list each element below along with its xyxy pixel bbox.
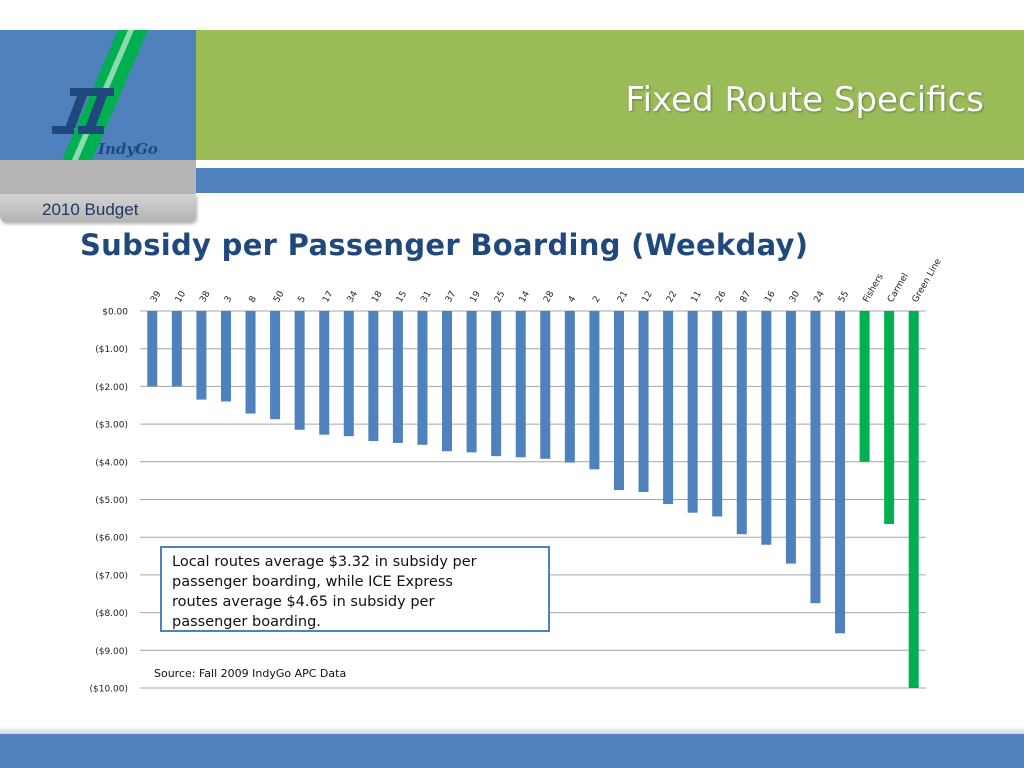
bar — [392, 311, 403, 443]
y-tick-label: ($3.00) — [95, 421, 128, 431]
x-tick-label: 18 — [370, 289, 385, 304]
x-tick-label: 3 — [223, 295, 235, 305]
callout-note: Local routes average $3.32 in subsidy pe… — [160, 546, 550, 632]
bar — [761, 311, 772, 545]
bar — [785, 311, 796, 564]
bar — [515, 311, 526, 458]
x-tick-label: 15 — [395, 290, 409, 305]
x-tick-label: 8 — [247, 294, 259, 304]
budget-tab-label: 2010 Budget — [42, 200, 139, 219]
x-tick-label: 10 — [174, 289, 189, 304]
footer-shadow — [0, 726, 1024, 734]
x-tick-label: 37 — [444, 290, 458, 305]
subheader-gray-band — [0, 160, 196, 194]
budget-tab: 2010 Budget — [0, 194, 196, 222]
y-tick-label: ($5.00) — [95, 496, 128, 506]
bar — [442, 311, 453, 452]
bar — [171, 311, 182, 387]
x-tick-label: 50 — [272, 289, 287, 304]
x-tick-label: Green Line — [911, 257, 944, 305]
x-tick-label: Carmel — [886, 272, 911, 305]
bar — [220, 311, 231, 402]
x-tick-label: 34 — [346, 289, 361, 304]
x-tick-label: Fishers — [862, 272, 886, 304]
x-tick-label: 5 — [297, 295, 309, 305]
logo-wordmark: IndyGo — [98, 140, 158, 158]
bar — [835, 311, 846, 634]
x-tick-label: 19 — [469, 289, 484, 304]
x-tick-label: 17 — [321, 290, 335, 305]
x-tick-label: 4 — [567, 294, 579, 304]
bar — [908, 311, 919, 688]
bar — [884, 311, 895, 525]
x-tick-label: 30 — [788, 289, 803, 304]
y-tick-label: $0.00 — [102, 308, 128, 318]
y-tick-label: ($4.00) — [95, 458, 128, 468]
bar — [564, 311, 575, 463]
callout-line: passenger boarding. — [172, 614, 321, 630]
x-tick-label: 28 — [542, 289, 557, 304]
y-tick-label: ($2.00) — [95, 383, 128, 393]
bar — [147, 311, 158, 387]
x-tick-label: 55 — [837, 290, 851, 305]
x-tick-label: 22 — [665, 290, 679, 305]
bar — [417, 311, 428, 445]
y-tick-label: ($1.00) — [95, 345, 128, 355]
x-tick-label: 16 — [763, 289, 778, 304]
callout-line: routes average $4.65 in subsidy per — [172, 594, 435, 610]
x-tick-label: 11 — [690, 290, 704, 305]
x-tick-label: 2 — [591, 295, 603, 305]
y-tick-label: ($6.00) — [95, 534, 128, 544]
x-tick-label: 26 — [714, 289, 729, 304]
x-tick-label: 12 — [640, 290, 654, 305]
x-tick-label: 87 — [739, 290, 753, 305]
bar — [540, 311, 551, 459]
y-tick-label: ($8.00) — [95, 609, 128, 619]
bar — [663, 311, 674, 505]
bar — [368, 311, 379, 442]
bar — [589, 311, 600, 470]
x-tick-label: 38 — [198, 289, 213, 304]
x-tick-label: 24 — [812, 289, 827, 304]
x-tick-label: 39 — [149, 289, 164, 304]
bar — [638, 311, 649, 492]
bar — [491, 311, 502, 457]
bar — [712, 311, 723, 517]
bar — [687, 311, 698, 513]
x-tick-label: 21 — [616, 290, 630, 305]
logo-mark — [52, 30, 148, 160]
y-tick-label: ($9.00) — [95, 647, 128, 657]
bar — [466, 311, 477, 453]
callout-line: Local routes average $3.32 in subsidy pe… — [172, 554, 477, 570]
source-note: Source: Fall 2009 IndyGo APC Data — [154, 667, 347, 680]
bar — [196, 311, 207, 400]
bar — [613, 311, 624, 491]
bar — [294, 311, 305, 430]
y-tick-label: ($7.00) — [95, 571, 128, 581]
slide-title: Fixed Route Specifics — [625, 80, 984, 120]
footer-band — [0, 734, 1024, 768]
bar — [270, 311, 281, 420]
bar — [343, 311, 354, 437]
chart-title: Subsidy per Passenger Boarding (Weekday) — [80, 228, 809, 262]
x-tick-label: 31 — [419, 290, 433, 305]
bar — [736, 311, 747, 535]
bar — [319, 311, 330, 435]
bar — [810, 311, 821, 604]
y-tick-label: ($10.00) — [89, 685, 128, 695]
x-tick-label: 14 — [518, 289, 533, 304]
bar — [245, 311, 256, 414]
callout-line: passenger boarding, while ICE Express — [172, 574, 453, 590]
subheader-blue-band — [196, 168, 1024, 193]
x-tick-label: 25 — [493, 290, 507, 305]
bar — [859, 311, 870, 462]
indygo-logo — [0, 30, 196, 160]
